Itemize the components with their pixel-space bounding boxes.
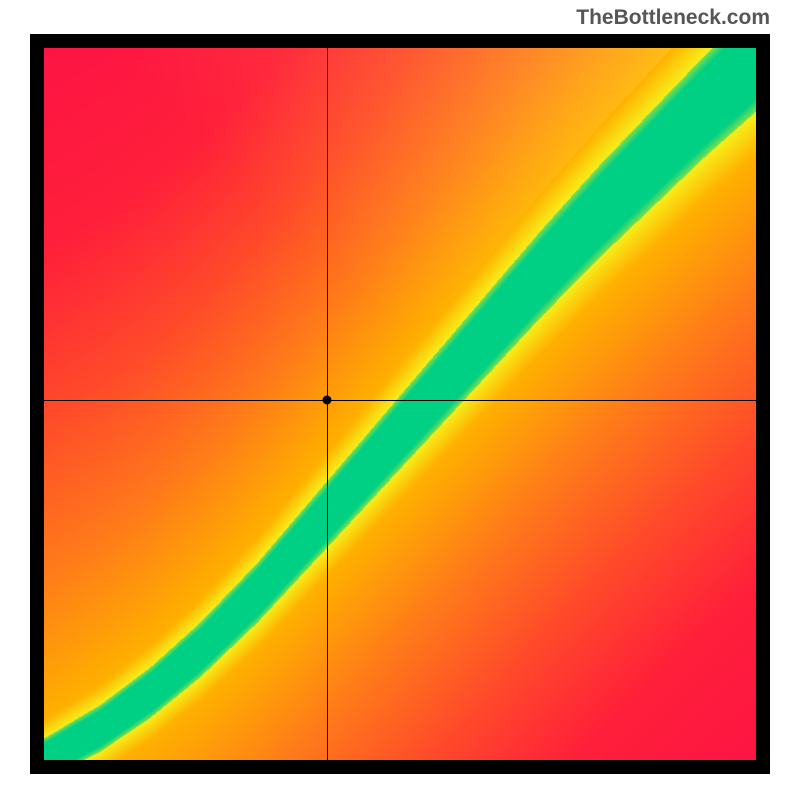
crosshair-marker (323, 396, 332, 405)
bottleneck-heatmap (30, 34, 770, 774)
heatmap-canvas (44, 48, 756, 760)
plot-area (44, 48, 756, 760)
watermark-text: TheBottleneck.com (576, 6, 770, 30)
crosshair-horizontal (44, 400, 756, 401)
